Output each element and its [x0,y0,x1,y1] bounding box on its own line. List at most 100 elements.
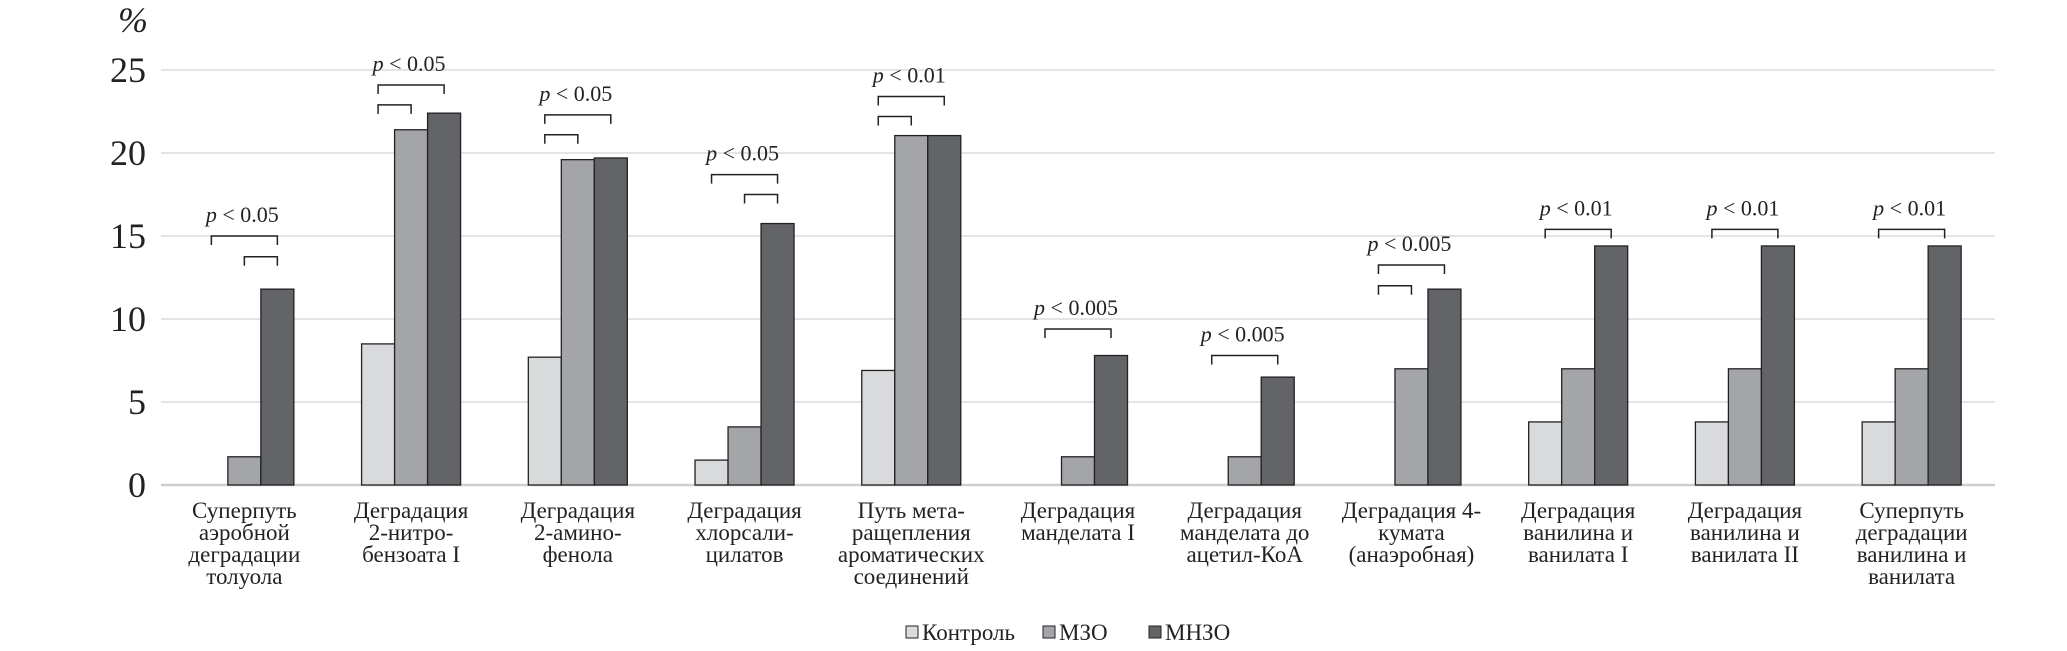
significance-bracket [1711,228,1779,239]
y-tick-label: 0 [128,465,146,505]
category-label: ванилина и [1857,542,1967,567]
legend-label: МНЗО [1165,620,1230,645]
category-label: ращепления [852,520,971,545]
significance-bracket [243,256,279,266]
category-label: соединений [854,564,969,589]
bar-МЗО [1727,368,1763,486]
category-label: фенола [543,542,613,567]
p-value-label: p < 0.05 [371,51,446,76]
significance-bracket [710,173,779,184]
bar-МЗО [1894,368,1929,486]
bar-Контроль [1694,421,1730,486]
bar-МЗО [227,456,262,486]
significance-bracket [1377,264,1446,275]
category-label: ацетил-КоА [1186,542,1303,567]
category-label: Деградация [354,498,469,523]
bar-МЗО [1227,456,1262,486]
category-label: ванилина и [1523,520,1633,545]
y-tick-label: 10 [110,299,146,339]
p-value-label: p < 0.05 [704,141,779,166]
bar-МНЗО [1427,288,1462,486]
bar-МНЗО [1927,245,1962,486]
bar-МЗО [1561,368,1596,486]
p-value-label: p < 0.005 [1032,295,1118,320]
category-label: манделата I [1021,520,1135,545]
category-label: деградации [1856,520,1968,545]
category-label: цилатов [706,542,784,567]
bar-МЗО [560,158,595,486]
category-label: Деградация [687,498,802,523]
category-label: Деградация [1021,498,1136,523]
bar-МНЗО [426,112,462,486]
legend: Контроль МЗО МНЗО [905,620,1230,645]
legend-swatch-Контроль [905,625,919,639]
y-tick-label: 5 [128,382,146,422]
category-label: Суперпуть [1859,498,1964,523]
category-label: 2-амино- [534,520,622,545]
significance-bracket [1877,228,1946,239]
bar-МЗО [1394,368,1429,486]
bar-Контроль [360,343,396,486]
bar-МНЗО [1093,354,1129,486]
bar-МНЗО [1594,245,1629,486]
bar-МНЗО [593,157,628,486]
p-value-label: p < 0.005 [1365,231,1451,256]
category-label: 2-нитро- [369,520,454,545]
significance-bracket [1544,228,1612,239]
legend-swatch-МНЗО [1148,625,1162,639]
category-label: Деградация [1188,498,1303,523]
category-label: Путь мета- [858,498,965,523]
significance-bracket [544,133,579,144]
p-value-label: p < 0.01 [1538,195,1613,220]
bar-Контроль [861,369,896,486]
significance-bracket [743,193,779,204]
y-axis-unit-label: % [118,0,148,40]
bar-МНЗО [1760,245,1796,486]
bars [227,112,1962,486]
bar-МЗО [393,129,429,486]
significance-bracket [377,104,412,114]
category-label: ароматических [838,542,985,567]
category-label: ванилата [1868,564,1955,589]
bar-Контроль [694,459,729,486]
category-label: Деградация [1521,498,1636,523]
significance-bracket [877,115,913,126]
category-label: Суперпуть [192,498,297,523]
significance-bracket [1044,328,1112,338]
significance-bracket [210,235,279,245]
category-label: аэробной [199,520,290,545]
p-value-label: p < 0.05 [537,81,612,106]
y-tick-label: 15 [110,216,146,256]
category-label: ванилина и [1690,520,1800,545]
significance-bracket [377,84,445,94]
p-value-label: p < 0.01 [1704,195,1779,220]
significance-annotations: p < 0.05 p < 0.05 p < 0.05 p < 0.05 p < 0.01… [204,51,1946,365]
bar-Контроль [527,356,562,486]
category-label: деградации [188,542,300,567]
category-label: Деградация [521,498,636,523]
category-label: манделата до [1180,520,1309,545]
p-value-label: p < 0.01 [1871,195,1946,220]
category-label: Деградация [1688,498,1803,523]
y-tick-label: 25 [110,50,146,90]
category-label: хлорсали- [695,520,793,545]
bar-МНЗО [260,288,295,486]
bar-МЗО [727,426,762,486]
gridlines [161,69,1995,487]
significance-bracket [544,114,612,124]
bar-Контроль [1861,421,1896,486]
category-label: (анаэробная) [1349,542,1475,567]
category-labels: СуперпутьаэробнойдеградациитолуолаДеград… [188,498,1967,589]
category-label: толуола [206,564,282,589]
legend-swatch-МЗО [1042,625,1056,639]
y-tick-labels: 0 5 10 15 20 25 [110,50,146,505]
legend-label: Контроль [922,620,1015,645]
significance-bracket [1377,285,1413,295]
category-label: бензоата I [362,542,460,567]
bar-МНЗО [927,134,962,486]
p-value-label: p < 0.005 [1199,322,1285,347]
p-value-label: p < 0.05 [204,202,279,227]
category-label: кумата [1378,520,1445,545]
bar-Контроль [1528,421,1563,486]
